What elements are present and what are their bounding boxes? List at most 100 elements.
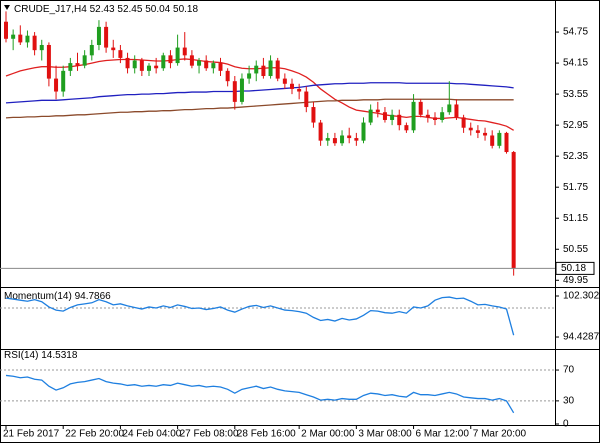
candle-body [447,104,452,113]
candle-body [111,47,116,51]
candle-body [68,63,73,71]
candle-body [411,101,416,131]
y-tick-label: 0 [563,419,569,430]
y-tick-label: 54.15 [563,58,588,69]
rsi-value: 14.5318 [41,350,78,361]
candle-body [75,63,80,66]
momentum-header: Momentum(14) 94.7866 [4,291,111,302]
candle-body [139,60,144,71]
candle-body [197,60,202,66]
high-value: 52.45 [117,4,142,15]
x-tick-label: 2 Mar 00:00 [301,429,355,440]
candle-body [182,47,187,56]
y-tick-label: 52.35 [563,151,588,162]
candle-body [104,26,109,48]
candle-body [39,44,44,51]
candle-body [204,60,209,69]
candle-body [154,65,159,69]
indicator-line [5,374,515,414]
menu-arrow[interactable] [4,5,10,10]
candle-body [440,112,445,120]
y-tick-label: 102.3026 [563,291,600,302]
candle-body [25,35,30,43]
candle-body [211,63,216,69]
candle-body [275,60,280,79]
candle-body [297,88,302,92]
candle-body [232,81,237,102]
candle-body [304,91,309,108]
candle-body [390,114,395,120]
candle-body [218,63,223,71]
candle-body [175,47,180,64]
candle-body [497,132,502,146]
candle-body [247,73,252,79]
close-value: 50.18 [173,4,198,15]
candle-body [18,34,23,43]
symbol: CRUDE_J17,H4 [14,4,87,15]
candle-body [189,55,194,66]
moving-average [5,58,514,131]
y-tick-label: 49.95 [563,275,588,286]
x-tick-label: 3 Mar 08:00 [358,429,412,440]
candle-body [468,127,473,131]
y-tick-label: 51.75 [563,182,588,193]
candle-body [504,132,509,153]
candle-body [340,135,345,144]
y-tick-label: 53.55 [563,89,588,100]
x-tick-label: 27 Feb 08:00 [180,429,239,440]
candle-body [61,70,66,92]
low-value: 50.04 [145,4,170,15]
candle-body [332,138,337,144]
candle-body [261,65,266,77]
candle-body [46,44,51,79]
candle-body [490,135,495,146]
candle-body [418,101,423,115]
rsi-title: RSI(14) [4,350,38,361]
x-tick-label: 24 Feb 04:00 [122,429,181,440]
candle-body [89,44,94,56]
candle-body [268,60,273,77]
candle-body [361,122,366,141]
candle-body [404,125,409,131]
x-tick-label: 7 Mar 20:00 [473,429,527,440]
y-tick-label: 30 [563,396,575,407]
candle-body [433,117,437,120]
candle-body [425,114,430,118]
candle-body [32,35,37,51]
candle-body [368,109,373,123]
y-tick-label: 54.75 [563,27,588,38]
momentum-value: 94.7866 [75,291,112,302]
x-tick-label: 21 Feb 2017 [3,429,60,440]
moving-average [5,82,514,104]
candle-body [382,112,387,120]
candle-body [132,60,137,69]
current-price-label: 50.18 [561,263,586,274]
rsi-header: RSI(14) 14.5318 [4,350,78,361]
candle-body [168,55,173,64]
x-tick-label: 6 Mar 12:00 [416,429,470,440]
candle-body [290,83,294,89]
x-tick-label: 22 Feb 20:00 [65,429,124,440]
candle-body [125,57,130,69]
x-tick-label: 28 Feb 16:00 [237,429,296,440]
candle-body [54,78,59,92]
candle-body [347,135,352,139]
candle-body [82,55,87,66]
candle-body [118,50,123,58]
y-tick-label: 51.15 [563,213,588,224]
candle-body [161,55,166,69]
y-tick-label: 50.55 [563,244,588,255]
candle-body [311,107,316,123]
y-tick-label: 52.95 [563,120,588,131]
open-value: 52.43 [90,4,115,15]
candle-body [318,122,323,141]
candle-body [282,78,287,84]
candle-body [454,104,459,118]
chart-header: CRUDE_J17,H4 52.43 52.45 50.04 50.18 [14,4,198,15]
candle-body [4,21,8,39]
y-tick-label: 94.4287 [563,332,600,343]
candle-body [11,34,16,39]
candle-body [483,132,488,136]
candle-body [461,117,466,128]
candle-body [225,70,230,82]
